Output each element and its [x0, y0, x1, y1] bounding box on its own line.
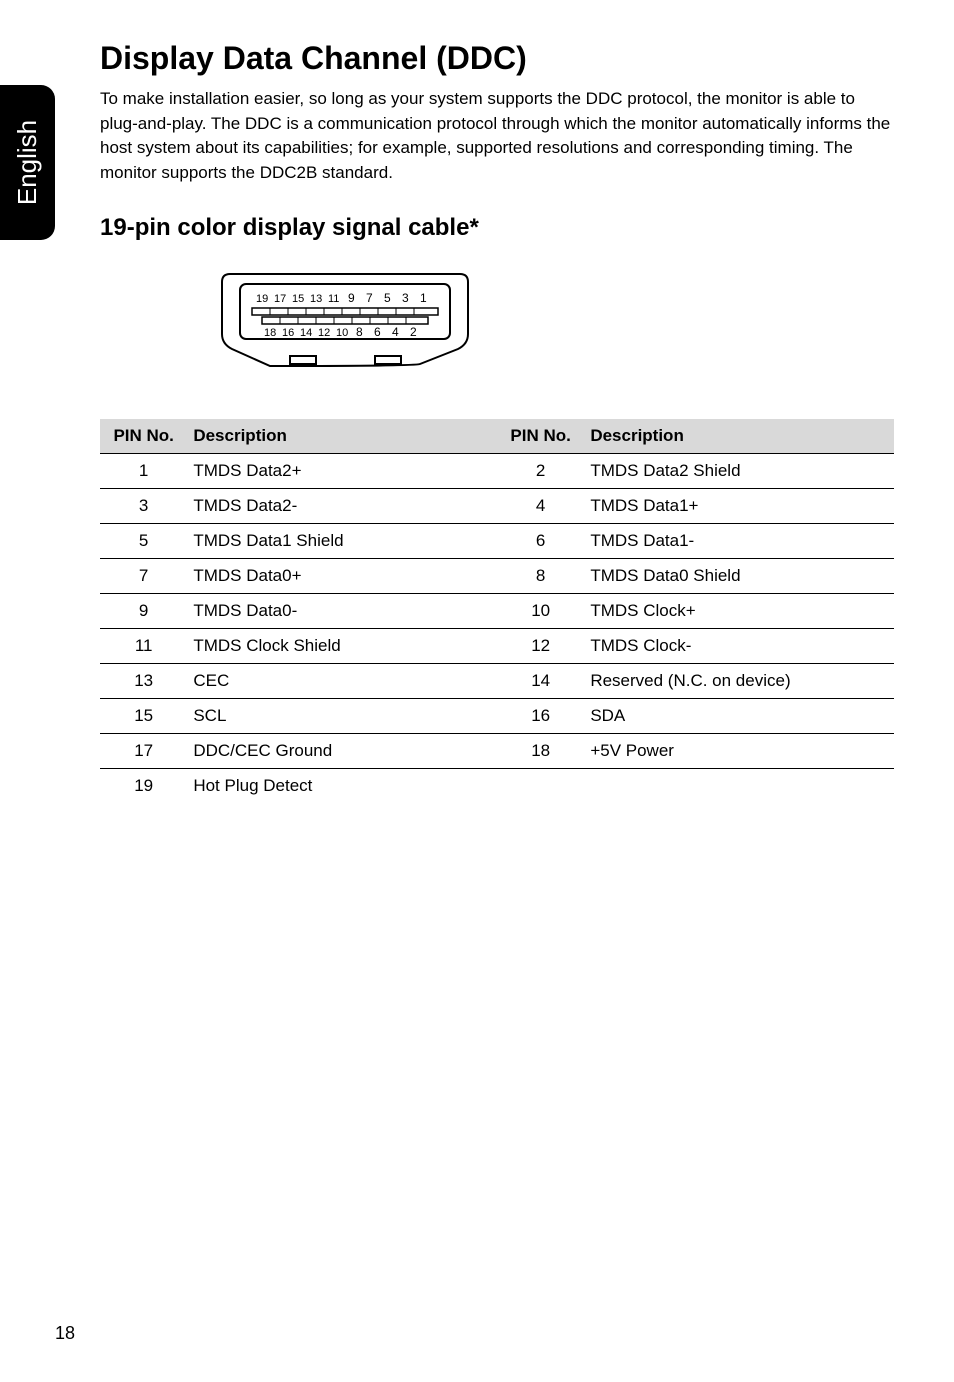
cell-pin: 17: [100, 733, 187, 768]
cell-pin: 2: [497, 453, 584, 488]
section-subheading: 19-pin color display signal cable*: [100, 214, 894, 242]
language-tab: English: [0, 85, 55, 240]
svg-text:13: 13: [310, 293, 322, 305]
cell-desc: +5V Power: [584, 733, 894, 768]
svg-text:4: 4: [392, 325, 399, 339]
cell-desc: TMDS Data1 Shield: [187, 523, 497, 558]
table-row: 17DDC/CEC Ground18+5V Power: [100, 733, 894, 768]
cell-pin: 4: [497, 488, 584, 523]
page-title: Display Data Channel (DDC): [100, 40, 894, 77]
language-tab-label: English: [12, 120, 43, 205]
pin-table: PIN No. Description PIN No. Description …: [100, 419, 894, 803]
svg-text:15: 15: [292, 293, 304, 305]
cell-desc: TMDS Data0 Shield: [584, 558, 894, 593]
cell-pin: 15: [100, 698, 187, 733]
cell-desc: TMDS Data1+: [584, 488, 894, 523]
header-pin-1: PIN No.: [100, 419, 187, 454]
header-desc-1: Description: [187, 419, 497, 454]
hdmi-connector-icon: 19 17 15 13 11 9 7 5 3 1 18 16 14 12 10 …: [220, 264, 470, 374]
intro-paragraph: To make installation easier, so long as …: [100, 87, 894, 186]
cell-pin: 19: [100, 768, 187, 803]
cell-desc: SCL: [187, 698, 497, 733]
table-row: 15SCL16SDA: [100, 698, 894, 733]
cell-desc: SDA: [584, 698, 894, 733]
header-pin-2: PIN No.: [497, 419, 584, 454]
page-number: 18: [55, 1323, 75, 1344]
cell-pin: 1: [100, 453, 187, 488]
table-row: 13CEC14Reserved (N.C. on device): [100, 663, 894, 698]
cell-pin: 16: [497, 698, 584, 733]
table-row: 11TMDS Clock Shield12TMDS Clock-: [100, 628, 894, 663]
cell-desc: TMDS Data0+: [187, 558, 497, 593]
svg-text:3: 3: [402, 291, 409, 305]
svg-text:1: 1: [420, 291, 427, 305]
table-row: 9TMDS Data0-10TMDS Clock+: [100, 593, 894, 628]
header-desc-2: Description: [584, 419, 894, 454]
table-row: 19Hot Plug Detect: [100, 768, 894, 803]
svg-text:10: 10: [336, 327, 348, 339]
cell-desc: TMDS Data2+: [187, 453, 497, 488]
cell-desc: TMDS Data0-: [187, 593, 497, 628]
svg-text:18: 18: [264, 327, 276, 339]
cell-desc: Hot Plug Detect: [187, 768, 497, 803]
cell-desc: TMDS Clock-: [584, 628, 894, 663]
cell-desc: CEC: [187, 663, 497, 698]
svg-text:2: 2: [410, 325, 417, 339]
svg-text:12: 12: [318, 327, 330, 339]
cell-pin: 6: [497, 523, 584, 558]
svg-text:7: 7: [366, 291, 373, 305]
table-header-row: PIN No. Description PIN No. Description: [100, 419, 894, 454]
cell-pin: 18: [497, 733, 584, 768]
connector-diagram: 19 17 15 13 11 9 7 5 3 1 18 16 14 12 10 …: [220, 264, 894, 379]
cell-pin: 5: [100, 523, 187, 558]
cell-desc: TMDS Data2 Shield: [584, 453, 894, 488]
cell-desc: TMDS Data2-: [187, 488, 497, 523]
svg-text:16: 16: [282, 327, 294, 339]
svg-text:8: 8: [356, 325, 363, 339]
cell-desc: Reserved (N.C. on device): [584, 663, 894, 698]
table-row: 5TMDS Data1 Shield6TMDS Data1-: [100, 523, 894, 558]
svg-text:17: 17: [274, 293, 286, 305]
svg-text:9: 9: [348, 291, 355, 305]
cell-pin: 13: [100, 663, 187, 698]
table-row: 7TMDS Data0+8TMDS Data0 Shield: [100, 558, 894, 593]
cell-pin: 12: [497, 628, 584, 663]
svg-text:5: 5: [384, 291, 391, 305]
cell-desc: TMDS Clock Shield: [187, 628, 497, 663]
cell-desc: [584, 768, 894, 803]
cell-pin: 9: [100, 593, 187, 628]
table-row: 1TMDS Data2+2TMDS Data2 Shield: [100, 453, 894, 488]
cell-pin: 10: [497, 593, 584, 628]
svg-text:11: 11: [328, 293, 339, 305]
pin-table-body: 1TMDS Data2+2TMDS Data2 Shield3TMDS Data…: [100, 453, 894, 803]
cell-pin: 3: [100, 488, 187, 523]
cell-desc: TMDS Clock+: [584, 593, 894, 628]
svg-text:19: 19: [256, 293, 268, 305]
cell-desc: TMDS Data1-: [584, 523, 894, 558]
svg-text:14: 14: [300, 327, 312, 339]
table-row: 3TMDS Data2-4TMDS Data1+: [100, 488, 894, 523]
cell-desc: DDC/CEC Ground: [187, 733, 497, 768]
cell-pin: [497, 768, 584, 803]
cell-pin: 8: [497, 558, 584, 593]
cell-pin: 7: [100, 558, 187, 593]
page-content: Display Data Channel (DDC) To make insta…: [0, 0, 954, 803]
cell-pin: 11: [100, 628, 187, 663]
svg-text:6: 6: [374, 325, 381, 339]
cell-pin: 14: [497, 663, 584, 698]
